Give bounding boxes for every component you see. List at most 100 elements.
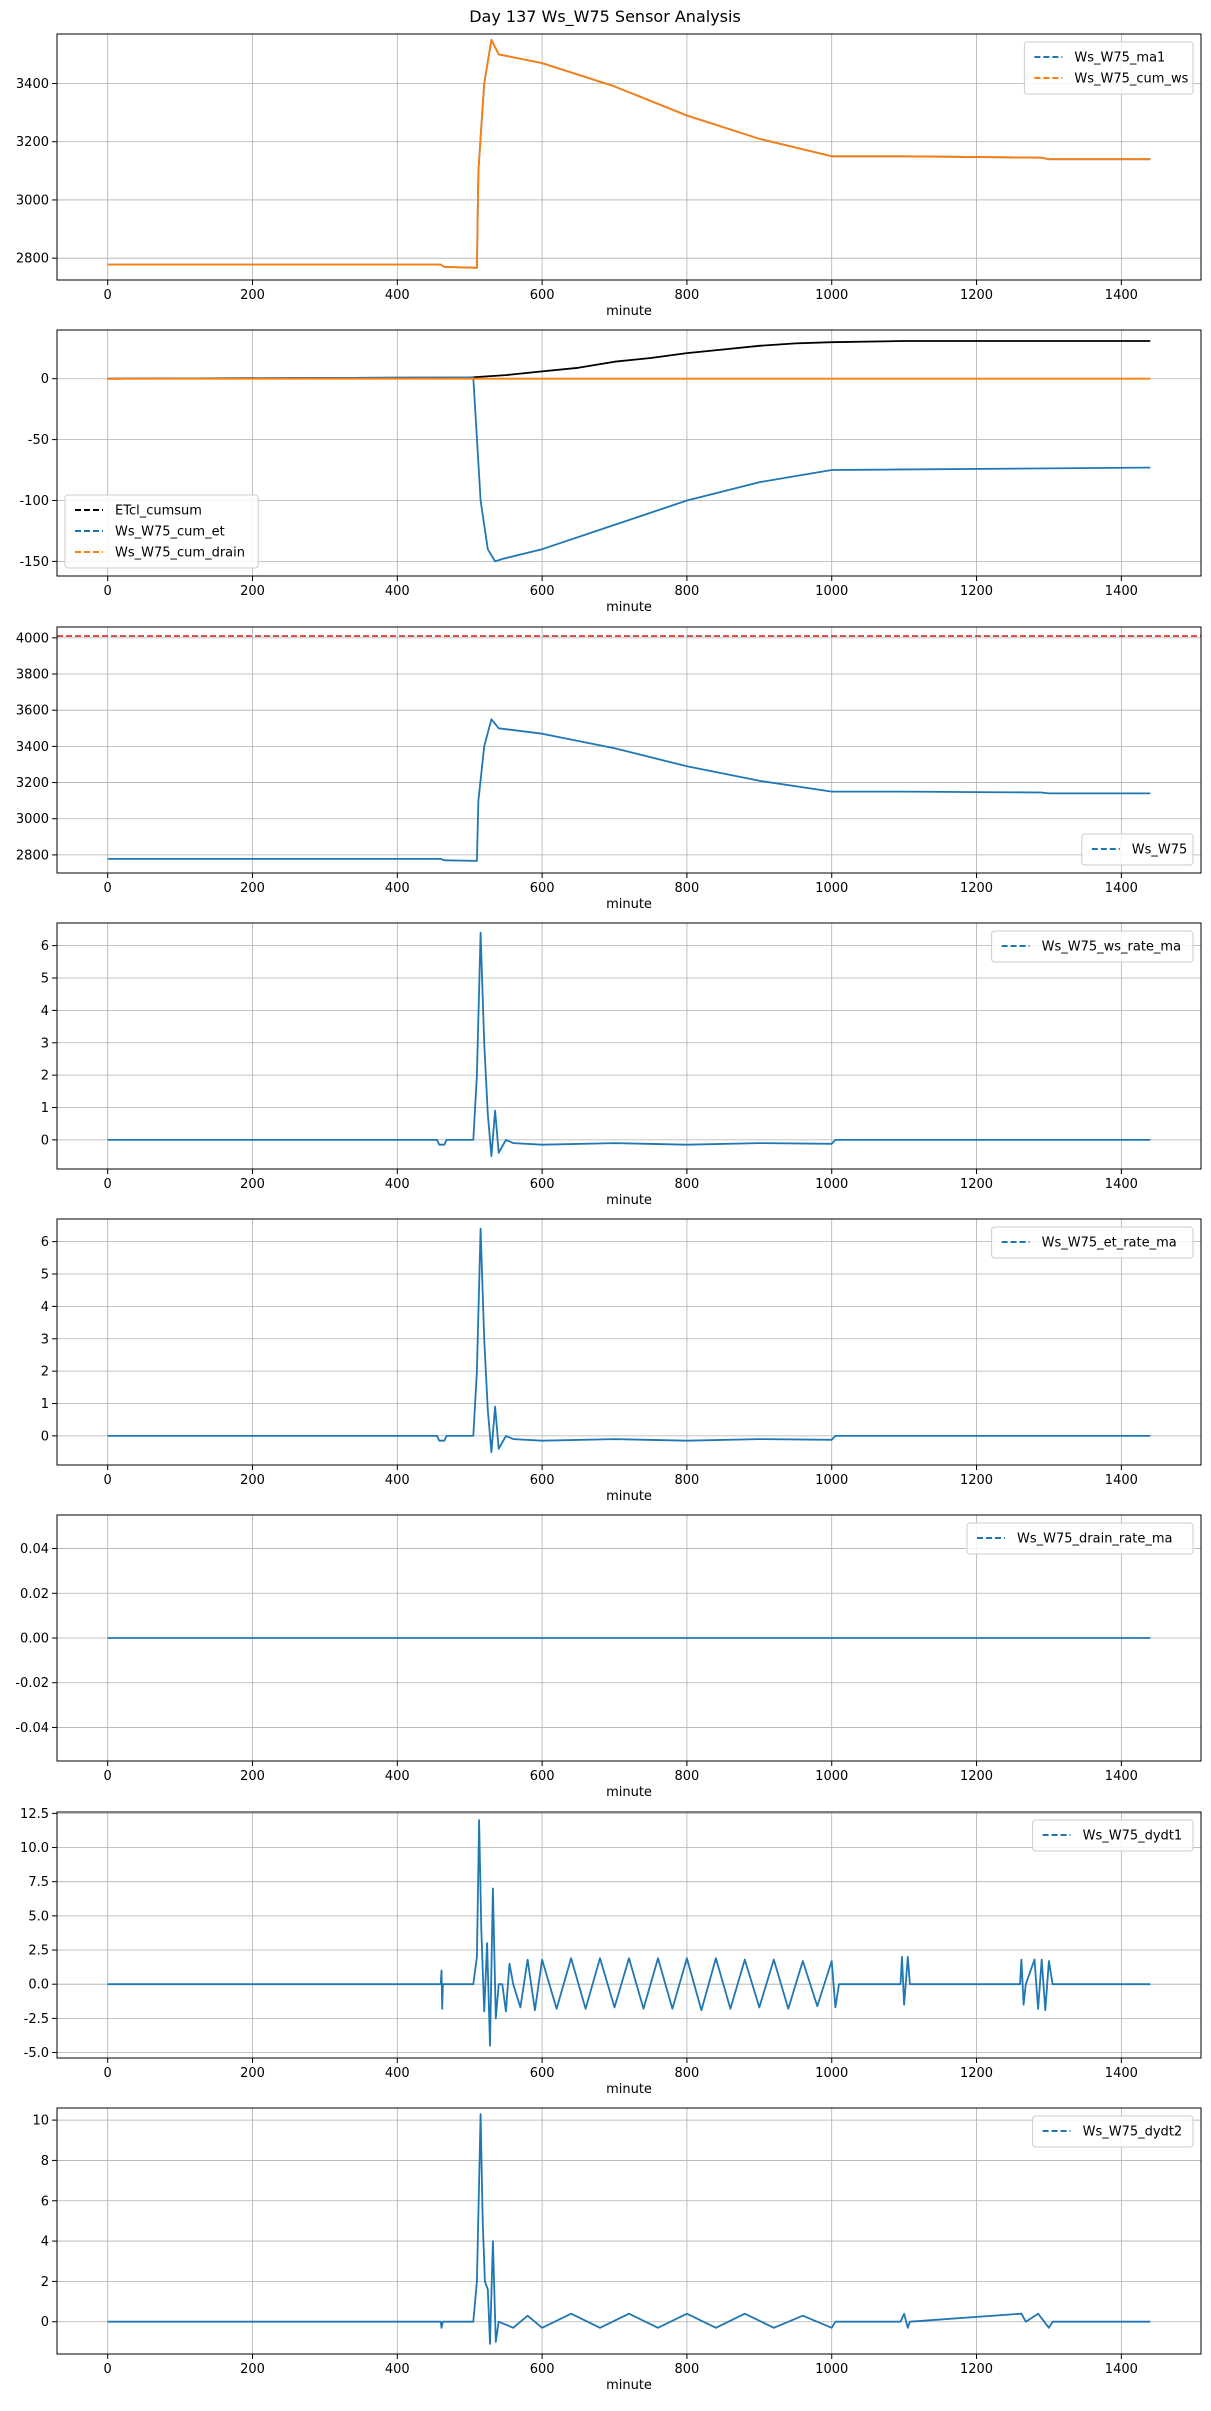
subplot-3: 0 200 400 600 800 1000 1200 1400 minute 2800 3000 3… [16, 626, 1202, 912]
x-tick-label: 200 [240, 1473, 265, 1488]
x-tick-label: 400 [385, 2066, 410, 2081]
y-tick-label: 6 [41, 1235, 49, 1250]
y-tick-label: -0.04 [15, 1721, 49, 1736]
y-tick-label: 0.00 [20, 1632, 49, 1647]
legend: ETcl_cumsum Ws_W75_cum_et Ws_W75_cum_drain [64, 494, 259, 569]
x-axis-label: minute [606, 304, 652, 319]
axes-frame [56, 1218, 1202, 1466]
y-tick-label: 10 [32, 2114, 49, 2129]
axes-frame [56, 33, 1202, 281]
x-tick-label: 1200 [960, 1473, 993, 1488]
legend-label: Ws_W75 [1132, 843, 1188, 858]
legend-box [1032, 2115, 1194, 2148]
legend-box [991, 930, 1194, 963]
x-axis-label: minute [606, 1785, 652, 1800]
x-tick-label: 1200 [960, 584, 993, 599]
x-tick-label: 1000 [815, 881, 848, 896]
y-tick-label: 0 [41, 1429, 49, 1444]
x-tick-label: 1400 [1105, 881, 1138, 896]
x-tick-label: 1400 [1105, 1177, 1138, 1192]
x-tick-label: 1000 [815, 1473, 848, 1488]
y-tick-label: 2 [41, 2275, 49, 2290]
x-tick-label: 200 [240, 1769, 265, 1784]
y-tick-label: 6 [41, 2194, 49, 2209]
axes-frame [56, 922, 1202, 1170]
y-tick-label: 4 [41, 2235, 49, 2250]
x-tick-label: 600 [530, 1473, 555, 1488]
x-tick-label: 1400 [1105, 288, 1138, 303]
x-tick-label: 800 [675, 2066, 700, 2081]
x-tick-label: 800 [675, 584, 700, 599]
y-tick-label: 3400 [16, 77, 49, 92]
subplot-5: 0 200 400 600 800 1000 1200 1400 minute 0 1 2 3 4 5 6 Ws… [41, 1218, 1202, 1504]
legend-label: Ws_W75_et_rate_ma [1042, 1236, 1177, 1251]
subplot-panels: 0 200 400 600 800 1000 1200 1400minute280030003… [15, 33, 1202, 2393]
x-tick-label: 400 [385, 288, 410, 303]
figure-title: Day 137 Ws_W75 Sensor Analysis [469, 7, 741, 27]
legend-label: Ws_W75_ma1 [1074, 51, 1165, 66]
x-tick-label: 600 [530, 1769, 555, 1784]
x-tick-label: 0 [104, 881, 112, 896]
x-tick-label: 0 [104, 1177, 112, 1192]
legend-box [991, 1226, 1194, 1259]
y-tick-label: -150 [19, 555, 49, 570]
legend-label: Ws_W75_ws_rate_ma [1042, 940, 1181, 955]
y-tick-label: 0 [41, 372, 49, 387]
x-tick-label: 1400 [1105, 2066, 1138, 2081]
x-tick-label: 1000 [815, 288, 848, 303]
legend: Ws_W75_dydt2 [1032, 2115, 1194, 2148]
y-tick-label: 2 [41, 1365, 49, 1380]
x-tick-label: 200 [240, 288, 265, 303]
y-tick-label: 5 [41, 1268, 49, 1283]
x-axis-label: minute [606, 1193, 652, 1208]
y-tick-label: 4 [41, 1004, 49, 1019]
legend: Ws_W75_dydt1 [1032, 1819, 1194, 1852]
y-tick-label: 3600 [16, 704, 49, 719]
x-tick-label: 1000 [815, 1177, 848, 1192]
legend: Ws_W75_ma1 Ws_W75_cum_ws [1023, 41, 1194, 95]
x-tick-label: 0 [104, 2066, 112, 2081]
x-tick-label: 1000 [815, 584, 848, 599]
y-tick-label: 4 [41, 1300, 49, 1315]
x-tick-label: 1200 [960, 1769, 993, 1784]
x-tick-label: 200 [240, 2066, 265, 2081]
y-tick-label: -50 [28, 433, 49, 448]
series-line-1 [107, 2113, 1151, 2345]
x-tick-label: 200 [240, 1177, 265, 1192]
axes-frame [56, 1811, 1202, 2059]
series-line-2 [107, 38, 1151, 269]
x-tick-label: 600 [530, 1177, 555, 1192]
x-tick-label: 600 [530, 2362, 555, 2377]
x-tick-label: 1200 [960, 881, 993, 896]
x-tick-label: 800 [675, 1473, 700, 1488]
x-tick-label: 0 [104, 1769, 112, 1784]
x-axis-label: minute [606, 2082, 652, 2097]
legend: Ws_W75_ws_rate_ma [991, 930, 1194, 963]
series-line-1 [107, 1819, 1151, 2047]
subplot-2: 0 200 400 600 800 1000 1200 1400 minute 0 -50 -100 -… [19, 329, 1202, 615]
x-tick-label: 200 [240, 584, 265, 599]
axes-frame [56, 626, 1202, 874]
x-tick-label: 800 [675, 881, 700, 896]
subplot-4: 0 200 400 600 800 1000 1200 1400 minute 0 1 2 3 4 5 6 Ws… [41, 922, 1202, 1208]
y-tick-label: 8 [41, 2154, 49, 2169]
legend: Ws_W75_drain_rate_ma [966, 1522, 1194, 1555]
x-tick-label: 800 [675, 2362, 700, 2377]
subplot-7: 0 200 400 600 800 1000 1200 1400 minute 12.5 10.0 7… [20, 1807, 1202, 2097]
y-tick-label: 3000 [16, 193, 49, 208]
y-tick-label: 7.5 [28, 1875, 49, 1890]
x-tick-label: 0 [104, 288, 112, 303]
legend-label: Ws_W75_cum_ws [1074, 72, 1188, 87]
x-tick-label: 1200 [960, 288, 993, 303]
y-tick-label: 3200 [16, 135, 49, 150]
legend-label: Ws_W75_cum_et [115, 525, 225, 540]
x-tick-label: 0 [104, 2362, 112, 2377]
y-tick-label: 2800 [16, 848, 49, 863]
y-tick-label: -0.02 [15, 1676, 49, 1691]
axes-frame [56, 329, 1202, 577]
x-tick-label: 1400 [1105, 1769, 1138, 1784]
y-tick-label: 3200 [16, 776, 49, 791]
series-line-1 [107, 340, 1151, 380]
x-tick-label: 1000 [815, 2066, 848, 2081]
